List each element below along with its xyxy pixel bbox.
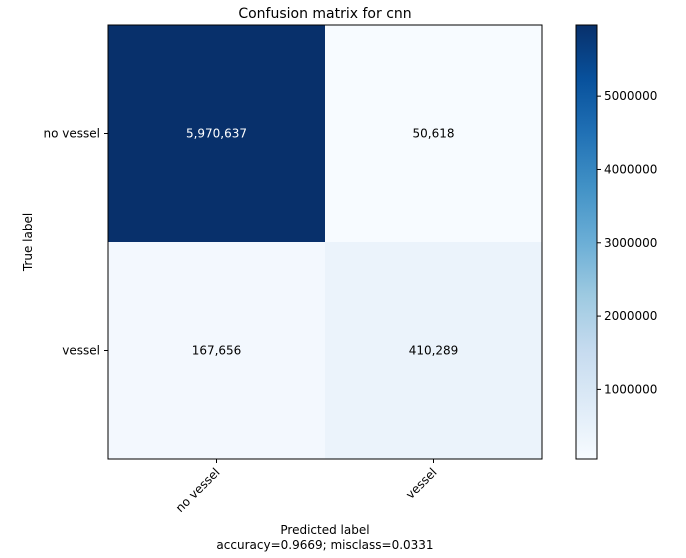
x-tick-label: vessel xyxy=(403,465,440,502)
cell-value-label: 167,656 xyxy=(192,344,242,358)
accuracy-summary: accuracy=0.9669; misclass=0.0331 xyxy=(216,538,433,552)
cell-value-label: 410,289 xyxy=(409,344,459,358)
chart-title: Confusion matrix for cnn xyxy=(238,6,411,22)
colorbar-tick-label: 4000000 xyxy=(604,162,657,176)
colorbar xyxy=(575,24,598,460)
y-tick-label: no vessel xyxy=(44,127,100,141)
colorbar-tick-label: 2000000 xyxy=(604,309,657,323)
y-axis-label: True label xyxy=(21,213,35,272)
y-tick-label: vessel xyxy=(62,344,100,358)
heatmap-cell xyxy=(108,25,325,242)
heatmap-cell-labels: 5,970,637 50,618 167,656 410,289 xyxy=(186,127,458,358)
heatmap-cell xyxy=(325,25,542,242)
x-axis-ticks: no vessel vessel xyxy=(173,459,440,515)
cell-value-label: 5,970,637 xyxy=(186,127,247,141)
colorbar-tick-label: 3000000 xyxy=(604,236,657,250)
x-tick-label: no vessel xyxy=(173,465,223,515)
heatmap-cells xyxy=(108,25,542,459)
colorbar-tick-label: 5000000 xyxy=(604,89,657,103)
plot-frame xyxy=(107,24,543,460)
colorbar-ticks: 1000000 2000000 3000000 4000000 5000000 xyxy=(597,89,657,396)
x-axis-label: Predicted label xyxy=(280,523,369,537)
y-axis-ticks: no vessel vessel xyxy=(44,127,108,358)
colorbar-tick-label: 1000000 xyxy=(604,382,657,396)
heatmap-cell xyxy=(325,242,542,459)
cell-value-label: 50,618 xyxy=(413,127,455,141)
heatmap-cell xyxy=(108,242,325,459)
